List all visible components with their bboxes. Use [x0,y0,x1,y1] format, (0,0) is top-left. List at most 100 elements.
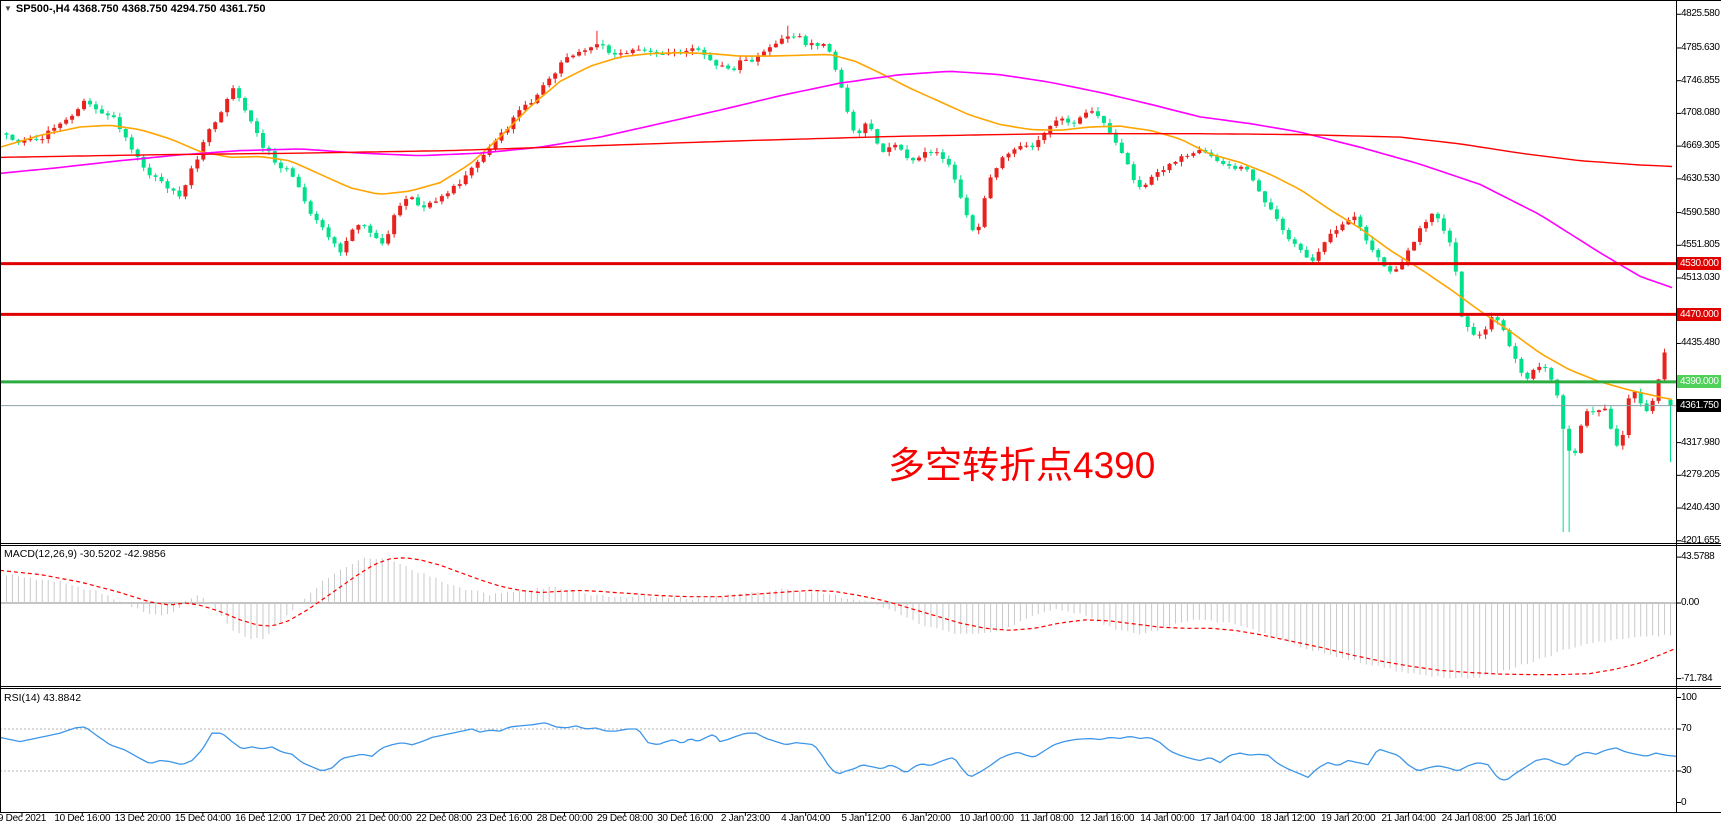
candle [970,215,975,231]
candle [600,44,605,46]
candle [815,43,820,46]
candle [1012,149,1017,154]
candle [433,201,438,203]
candle [1024,145,1029,147]
candle [463,175,468,185]
candle [1549,368,1554,380]
candle [225,98,230,113]
chart-dropdown-icon[interactable]: ▼ [4,4,12,13]
candle [314,213,319,221]
candle [1573,450,1578,453]
price-axis-label: 4708.080 [1681,107,1720,119]
candle [1197,150,1202,154]
price-axis-label: 4590.580 [1681,206,1720,218]
candle [350,229,355,241]
candle [732,68,737,70]
candle [141,156,146,168]
candle [642,49,647,51]
time-axis-label: 18 Jan 12:00 [1260,813,1316,824]
candle [750,59,755,62]
candle [338,243,343,253]
candle [93,104,98,110]
candle [254,121,259,134]
candle [1042,133,1047,141]
candle [917,157,922,161]
time-axis-label: 10 Dec 16:00 [54,813,111,824]
candle [1149,176,1154,185]
candle [887,147,892,152]
candle [708,54,713,61]
candle [690,48,695,51]
candle [249,110,254,122]
candle [1251,169,1256,181]
price-axis-label: 4513.030 [1681,272,1720,283]
candle [1131,164,1136,181]
time-axis-label: 17 Jan 04:00 [1200,813,1255,824]
candle [922,152,927,158]
candle [833,51,838,70]
time-axis-label: 23 Dec 16:00 [476,813,533,824]
candle [1060,118,1065,121]
candle [624,53,629,55]
candle [1495,317,1500,321]
candle [159,176,164,182]
candle [1036,140,1041,148]
candle [1155,172,1160,177]
candle [1441,218,1446,231]
candle [243,98,248,111]
time-axis-label: 24 Jan 08:00 [1441,813,1497,824]
price-axis-label: 4240.430 [1681,502,1720,514]
candle [499,132,504,141]
candle [4,133,9,135]
candle [535,94,540,104]
candle [1078,117,1083,124]
candle [1310,257,1315,261]
candle [451,185,456,194]
candle [958,179,963,198]
candle [893,144,898,148]
candle [398,205,403,216]
time-axis-label: 10 Jan 00:00 [959,813,1014,824]
candle [1167,163,1172,171]
symbol-ohlc-text: SP500-,H4 4368.750 4368.750 4294.750 436… [15,3,266,15]
candle [64,119,69,124]
candle [368,225,373,233]
chart-annotation-text[interactable]: 多空转折点4390 [888,445,1156,486]
price-badge-4390.000: 4390.000 [1677,375,1721,389]
rsi-indicator-label: RSI(14) 43.8842 [4,692,82,704]
candle [1400,262,1405,270]
candle [1179,156,1184,162]
candle [332,237,337,244]
rsi-line [0,722,1677,781]
candle [881,143,886,152]
time-axis-label: 19 Jan 20:00 [1321,813,1376,824]
price-axis-label: 4630.530 [1681,172,1720,184]
candle [129,137,134,150]
candle [278,162,283,169]
candle [82,100,87,110]
candle [1406,250,1411,263]
candle [1292,239,1297,244]
price-axis-label: 4201.655 [1681,534,1720,546]
candle [636,49,641,51]
candle [326,227,331,238]
candle [1382,257,1387,267]
candle [1388,266,1393,272]
candle [1018,146,1023,150]
candle [153,175,158,177]
time-axis-label: 13 Dec 20:00 [114,813,171,824]
slow-ma-line [0,132,1673,168]
time-axis-label: 9 Dec 2021 [0,813,47,824]
candle [52,127,57,131]
candle [779,38,784,44]
candle [1185,155,1190,157]
candle [308,201,313,214]
candle [70,115,75,120]
candle [660,53,665,55]
candle [1107,122,1112,133]
candle [1095,111,1100,117]
candle [105,113,110,116]
candle [284,168,289,170]
rsi-axis-label: 30 [1681,765,1692,776]
